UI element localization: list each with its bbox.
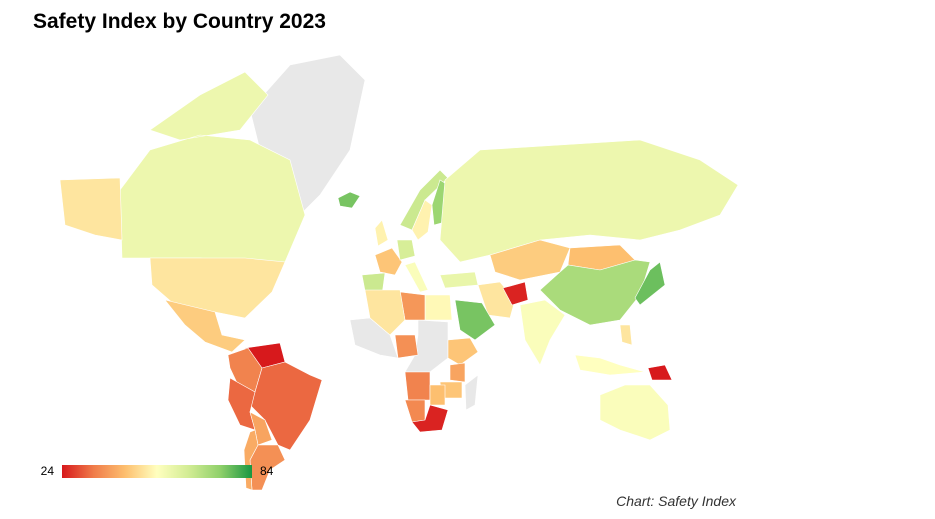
country bbox=[502, 281, 529, 306]
country bbox=[364, 289, 406, 336]
country bbox=[574, 354, 646, 376]
country bbox=[411, 404, 449, 433]
country bbox=[374, 219, 389, 247]
country bbox=[337, 191, 361, 209]
country bbox=[396, 239, 416, 261]
country bbox=[454, 299, 496, 341]
country bbox=[404, 371, 431, 401]
country bbox=[599, 384, 671, 441]
country bbox=[619, 324, 633, 346]
source: Chart: Safety Index bbox=[616, 493, 737, 509]
colorbar bbox=[62, 465, 252, 478]
colorbar-min: 24 bbox=[41, 464, 55, 478]
madagascar bbox=[464, 374, 479, 411]
country bbox=[429, 384, 446, 406]
chart-title: Safety Index by Country 2023 bbox=[33, 10, 326, 33]
country bbox=[439, 139, 739, 263]
country bbox=[164, 299, 246, 353]
colorbar-max: 84 bbox=[260, 464, 274, 478]
country bbox=[59, 177, 286, 319]
country bbox=[447, 337, 479, 366]
country bbox=[404, 399, 426, 423]
country bbox=[249, 411, 273, 446]
country bbox=[374, 247, 403, 276]
country bbox=[439, 271, 479, 289]
country bbox=[519, 299, 566, 366]
country bbox=[411, 199, 433, 241]
country bbox=[647, 364, 673, 381]
country bbox=[424, 294, 453, 321]
country bbox=[634, 261, 666, 306]
country bbox=[449, 362, 466, 383]
country bbox=[394, 334, 419, 359]
country bbox=[404, 261, 429, 293]
